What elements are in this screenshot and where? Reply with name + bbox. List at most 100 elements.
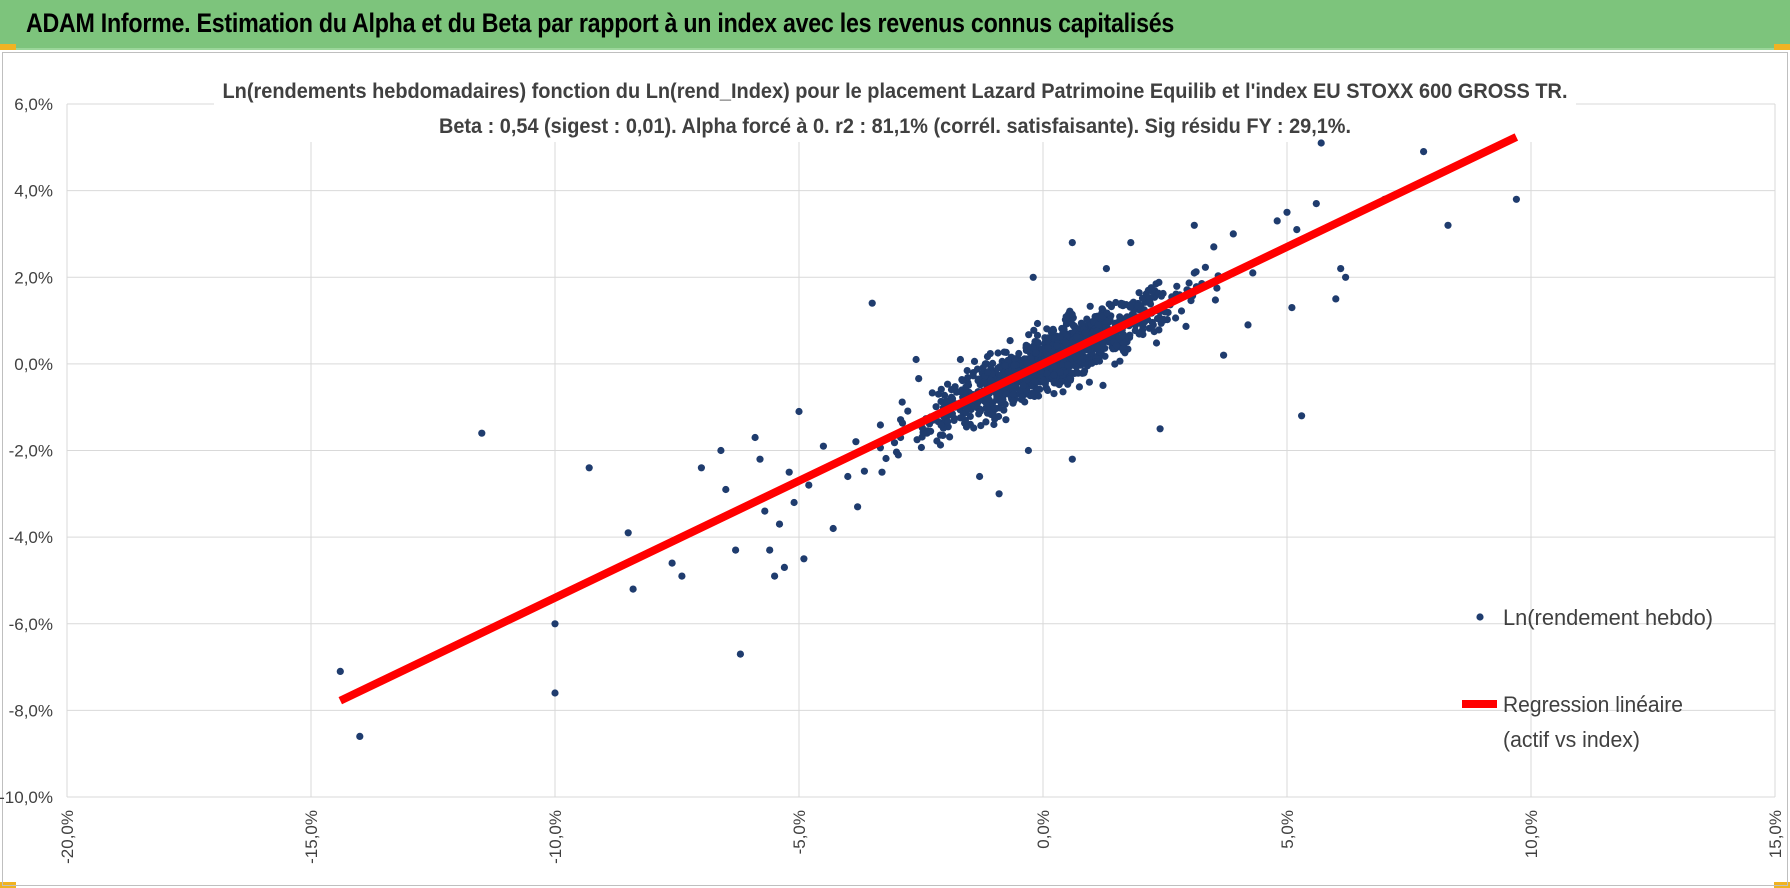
scatter-point <box>1249 269 1257 277</box>
scatter-point <box>1028 389 1036 397</box>
scatter-point <box>1004 356 1012 364</box>
scatter-point <box>1117 299 1125 307</box>
scatter-point <box>1033 319 1042 328</box>
scatter-point <box>1086 302 1094 310</box>
scatter-point <box>882 454 890 463</box>
x-tick-label: 10,0% <box>1522 810 1541 858</box>
scatter-point <box>963 367 971 375</box>
scatter-point <box>1001 362 1009 370</box>
scatter-point <box>878 468 886 476</box>
scatter-point <box>979 378 988 386</box>
scatter-point <box>1083 315 1091 323</box>
scatter-point <box>1044 334 1052 342</box>
scatter-point <box>785 468 793 476</box>
scatter-point <box>964 374 972 382</box>
scatter-point <box>1044 386 1052 394</box>
scatter-point <box>1146 298 1154 306</box>
scatter-point <box>1116 313 1124 321</box>
report-banner: ADAM Informe. Estimation du Alpha et du … <box>0 0 1790 50</box>
scatter-point <box>976 407 985 415</box>
scatter-point <box>1062 313 1070 321</box>
x-tick-label: 5,0% <box>1278 810 1297 849</box>
scatter-point <box>1043 369 1051 377</box>
scatter-point <box>1172 314 1180 322</box>
scatter-point <box>876 421 885 429</box>
scatter-point <box>751 433 759 442</box>
scatter-point <box>756 455 764 463</box>
scatter-point <box>1064 380 1072 388</box>
scatter-point <box>761 507 769 515</box>
scatter-point <box>780 563 789 572</box>
scatter-point <box>1147 284 1155 292</box>
scatter-point <box>1190 221 1198 229</box>
scatter-point <box>1025 331 1033 339</box>
legend-marker-scatter <box>1476 613 1484 621</box>
x-tick-label: 0,0% <box>1034 810 1053 849</box>
scatter-point <box>1022 376 1030 384</box>
scatter-point <box>1081 329 1089 337</box>
scatter-point <box>1337 265 1345 273</box>
scatter-point <box>958 377 967 385</box>
scatter-point <box>1099 381 1107 389</box>
scatter-point <box>994 349 1002 357</box>
banner-corner-right <box>1774 44 1790 50</box>
scatter-point <box>1039 376 1047 384</box>
scatter-point <box>1006 337 1014 345</box>
scatter-point <box>1057 378 1065 386</box>
scatter-point <box>917 443 926 452</box>
scatter-point <box>697 464 706 472</box>
scatter-point <box>913 436 921 444</box>
scatter-point <box>790 498 798 507</box>
scatter-point <box>551 620 559 628</box>
scatter-point <box>1512 195 1520 203</box>
scatter-point <box>356 732 364 741</box>
scatter-point <box>1068 239 1076 247</box>
scatter-point <box>973 365 982 373</box>
scatter-point <box>1213 284 1221 292</box>
scatter-point <box>1011 355 1019 363</box>
scatter-point <box>1312 200 1320 208</box>
scatter-point <box>800 555 808 563</box>
title-background <box>214 82 1576 142</box>
scatter-point <box>970 424 978 432</box>
scatter-point <box>1444 221 1452 229</box>
scatter-point <box>868 299 876 307</box>
scatter-point <box>1112 342 1121 350</box>
scatter-point <box>991 404 999 412</box>
scatter-point <box>934 390 943 398</box>
legend-label-regression-line1: Regression linéaire <box>1503 692 1683 717</box>
y-tick-label: -4,0% <box>9 528 53 547</box>
scatter-point <box>844 472 852 481</box>
scatter-point <box>1156 425 1164 433</box>
scatter-point <box>1072 363 1080 371</box>
scatter-point <box>1420 148 1428 156</box>
scatter-point <box>829 524 837 533</box>
scatter-point <box>1155 326 1163 334</box>
legend: Ln(rendement hebdo) Regression linéaire … <box>1462 605 1713 752</box>
scatter-point <box>904 407 912 415</box>
x-tick-label: -10,0% <box>546 810 565 864</box>
y-axis-tick-labels: 6,0% 4,0% 2,0% 0,0% -2,0% -4,0% -6,0% -8,0% -10,… <box>0 95 53 807</box>
scatter-point <box>1010 397 1018 405</box>
scatter-point <box>1177 307 1186 315</box>
scatter-point <box>732 546 740 554</box>
scatter-point <box>912 355 920 364</box>
scatter-point <box>936 431 945 439</box>
scatter-point <box>1015 349 1023 358</box>
scatter-point <box>860 467 869 475</box>
scatter-point <box>950 416 958 424</box>
scatter-point <box>951 383 959 391</box>
scatter-point <box>1081 367 1089 375</box>
scatter-point <box>944 380 952 388</box>
scatter-point <box>1190 269 1198 277</box>
scatter-point <box>987 410 995 419</box>
scatter-point <box>970 357 979 365</box>
y-tick-label: -8,0% <box>9 701 53 720</box>
scatter-point <box>898 398 906 406</box>
scatter-point <box>1088 359 1096 367</box>
scatter-point <box>1050 390 1058 398</box>
scatter-point <box>624 529 632 537</box>
scatter-point <box>551 689 559 697</box>
legend-label-scatter: Ln(rendement hebdo) <box>1503 605 1713 630</box>
scatter-point <box>1229 230 1237 238</box>
